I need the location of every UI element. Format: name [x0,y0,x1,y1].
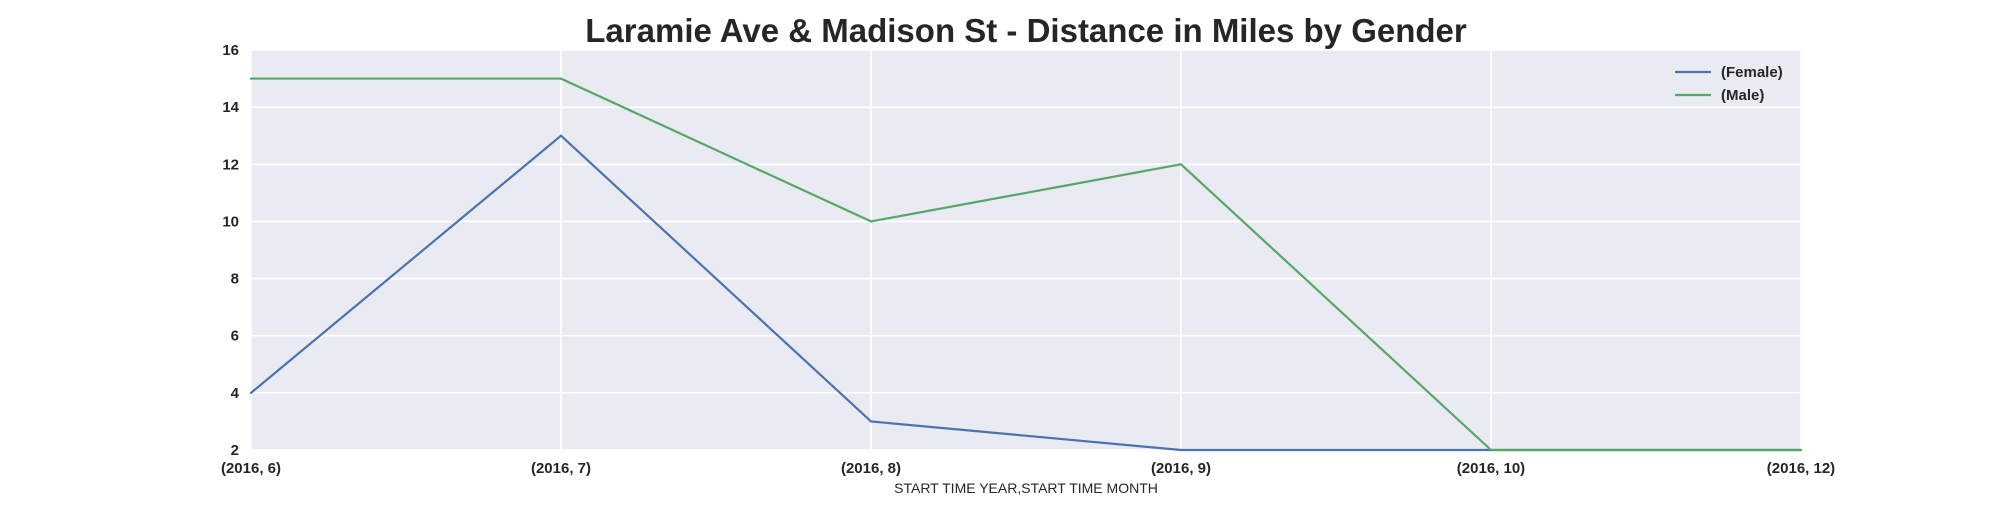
y-tick-label: 10 [222,213,239,230]
grid [250,49,1802,451]
data-point [249,391,253,394]
series-line [251,77,1801,452]
x-axis-label: START TIME YEAR,START TIME MONTH [894,480,1158,496]
data-point [1489,448,1493,452]
series-lines [249,77,1803,452]
x-tick-label: (2016, 12) [1767,460,1835,477]
legend: (Female) (Male) [1675,64,1783,104]
y-tick-label: 6 [231,328,239,345]
chart-title: Laramie Ave & Madison St - Distance in M… [585,12,1467,49]
y-tick-label: 14 [222,99,239,116]
data-point [869,220,873,223]
data-point [559,77,563,80]
data-point [249,77,253,80]
data-point [559,134,563,137]
y-tick-label: 8 [231,271,239,288]
data-point [1179,448,1183,452]
y-tick-label: 16 [222,42,239,59]
x-axis: (2016, 6) (2016, 7) (2016, 8) (2016, 9) (201… [221,460,1835,477]
data-point [1179,163,1183,166]
x-tick-label: (2016, 8) [841,460,901,477]
x-tick-label: (2016, 6) [221,460,281,477]
legend-label: (Male) [1721,87,1764,104]
series-1 [249,77,1803,452]
legend-label: (Female) [1721,64,1783,81]
x-tick-label: (2016, 10) [1457,460,1525,477]
y-tick-label: 12 [222,156,239,173]
plot-area [251,50,1801,450]
y-tick-label: 4 [231,385,240,402]
data-point [1799,448,1803,452]
x-tick-label: (2016, 7) [531,460,591,477]
x-tick-label: (2016, 9) [1151,460,1211,477]
y-tick-label: 2 [231,442,239,459]
y-axis: 2 4 6 8 10 12 14 16 [222,42,239,459]
data-point [869,420,873,423]
